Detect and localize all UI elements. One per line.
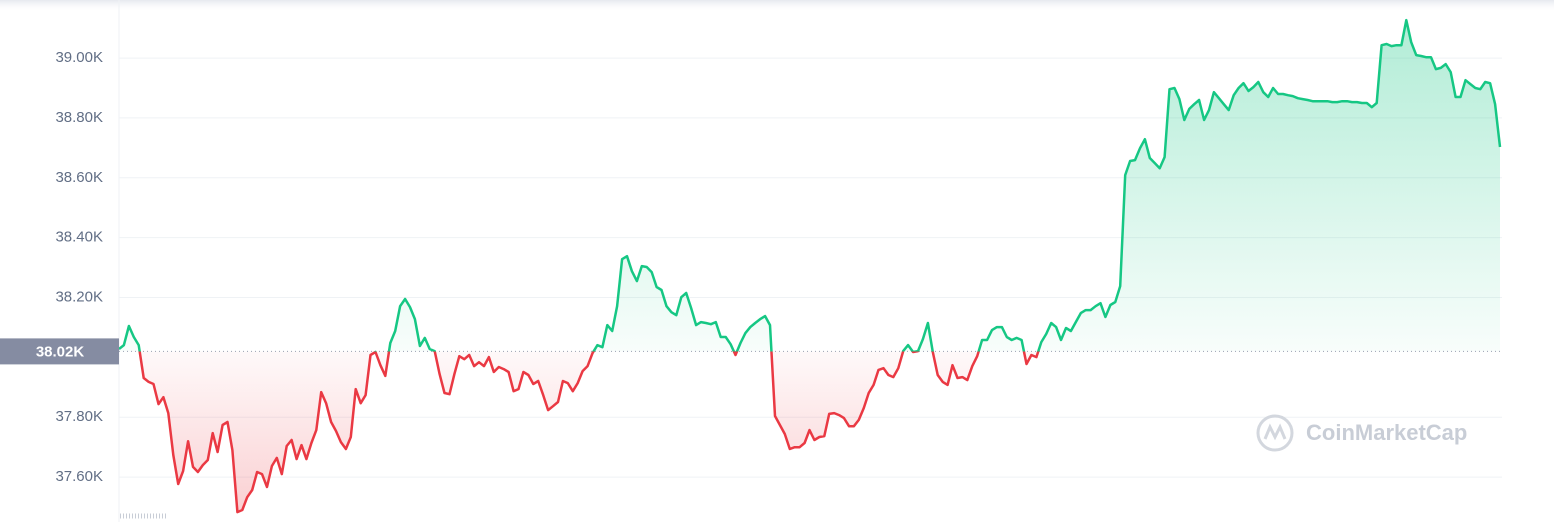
top-shade — [0, 0, 1554, 12]
y-tick-label: 37.60K — [55, 468, 103, 485]
y-tick-label: 38.60K — [55, 169, 103, 186]
area — [119, 20, 1500, 513]
y-tick-label: 37.80K — [55, 408, 103, 425]
y-tick-label: 38.40K — [55, 229, 103, 246]
y-tick-label: 38.20K — [55, 288, 103, 305]
watermark-text: CoinMarketCap — [1306, 420, 1467, 445]
price-line — [118, 18, 1502, 514]
y-tick-label: 38.80K — [55, 109, 103, 126]
baseline-label: 38.02K — [36, 343, 85, 360]
watermark: CoinMarketCap — [1256, 414, 1467, 452]
y-tick-label: 39.00K — [55, 49, 103, 66]
baseline-label-box — [0, 338, 119, 365]
